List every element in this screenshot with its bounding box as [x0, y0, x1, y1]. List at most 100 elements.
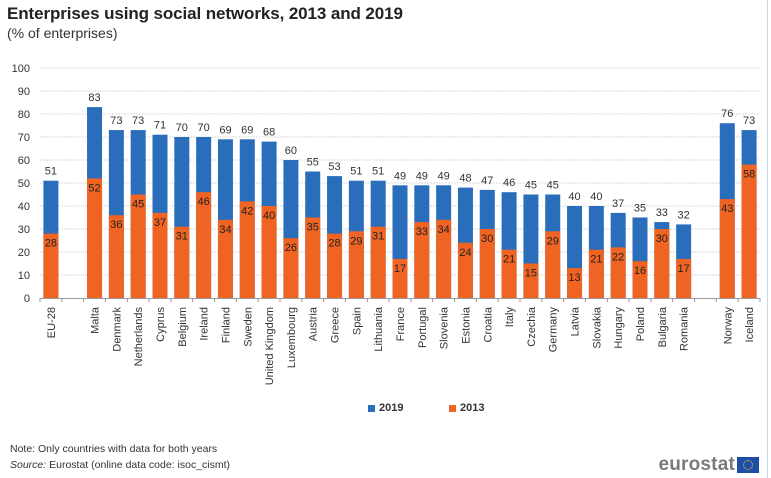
data-label-2013: 31 — [176, 231, 188, 243]
data-label-2019: 46 — [503, 177, 515, 189]
x-tick-label: France — [395, 307, 407, 341]
data-label-2013: 28 — [45, 238, 57, 250]
bar-2013 — [130, 194, 146, 298]
bar-2013 — [392, 258, 408, 298]
logo-text: eurostat — [658, 454, 735, 475]
data-label-2019: 51 — [350, 166, 362, 178]
data-label-2013: 31 — [372, 231, 384, 243]
data-label-2013: 40 — [263, 210, 275, 222]
x-tick-label: Estonia — [460, 306, 472, 344]
data-label-2013: 24 — [459, 247, 471, 259]
y-tick-label: 80 — [18, 109, 30, 121]
data-label-2019: 70 — [198, 122, 210, 134]
data-label-2013: 26 — [285, 242, 297, 254]
data-label-2019: 49 — [416, 170, 428, 182]
x-tick-label: Germany — [548, 307, 560, 353]
legend-swatch-2013 — [449, 404, 456, 412]
data-label-2013: 22 — [612, 251, 624, 263]
x-tick-label: Italy — [504, 307, 516, 328]
x-tick-label: Croatia — [482, 306, 494, 342]
data-label-2013: 42 — [241, 205, 253, 217]
y-tick-label: 20 — [18, 247, 30, 259]
y-tick-label: 10 — [18, 270, 30, 282]
bar-2013 — [610, 247, 626, 298]
data-label-2019: 68 — [263, 127, 275, 139]
eu-flag-icon — [737, 457, 759, 473]
bar-2013 — [545, 231, 561, 298]
data-label-2019: 33 — [656, 207, 668, 219]
x-tick-label: United Kingdom — [264, 307, 276, 385]
data-label-2013: 17 — [394, 263, 406, 275]
data-label-2013: 43 — [721, 203, 733, 215]
data-label-2013: 21 — [503, 254, 515, 266]
bars — [43, 107, 757, 298]
bar-2013 — [523, 263, 539, 298]
data-label-2019: 45 — [525, 180, 537, 192]
x-tick-label: Bulgaria — [657, 306, 669, 347]
data-label-2019: 53 — [328, 161, 340, 173]
x-tick-label: Ireland — [199, 307, 211, 341]
data-label-2013: 36 — [110, 219, 122, 231]
x-tick-label: Malta — [90, 306, 102, 334]
data-label-2019: 73 — [132, 115, 144, 127]
data-label-2013: 45 — [132, 199, 144, 211]
y-axis-ticks: 0 10 20 30 40 50 60 70 80 90 100 — [12, 63, 30, 305]
data-label-2019: 55 — [307, 157, 319, 169]
chart-title: Enterprises using social networks, 2013 … — [7, 4, 403, 23]
footnote: Note: Only countries with data for both … — [10, 443, 218, 455]
data-label-2019: 76 — [721, 108, 733, 120]
legend-label-2013: 2013 — [460, 402, 485, 414]
data-label-2019: 37 — [612, 198, 624, 210]
bar-2013 — [588, 249, 604, 298]
data-label-2013: 29 — [547, 235, 559, 247]
data-label-2019: 49 — [438, 170, 450, 182]
y-tick-label: 0 — [24, 293, 30, 305]
data-label-2013: 13 — [568, 272, 580, 284]
x-tick-label: Latvia — [570, 306, 582, 336]
data-label-2013: 21 — [590, 254, 602, 266]
data-label-2013: 16 — [634, 265, 646, 277]
data-labels: 51 28 83 52 73 36 73 45 71 37 70 31 70 46 69 34 69 42 68 40… — [45, 92, 755, 284]
data-label-2019: 73 — [743, 115, 755, 127]
data-label-2013: 28 — [328, 238, 340, 250]
x-tick-label: Luxembourg — [286, 307, 298, 368]
y-tick-label: 60 — [18, 155, 30, 167]
bar-2013 — [414, 222, 430, 298]
x-tick-label: Iceland — [744, 307, 756, 342]
bar-2013 — [719, 199, 735, 298]
x-tick-label: Finland — [220, 307, 232, 343]
bar-2013 — [654, 229, 670, 298]
data-label-2019: 60 — [285, 145, 297, 157]
bar-2013 — [632, 261, 648, 298]
x-tick-label: Portugal — [417, 307, 429, 348]
x-tick-label: Spain — [351, 307, 363, 335]
bar-2013 — [108, 215, 124, 298]
x-axis: EU-28 Malta Denmark Netherlands Cyprus Belgiu… — [39, 298, 761, 385]
x-tick-label: Poland — [635, 307, 647, 341]
y-tick-label: 40 — [18, 201, 30, 213]
x-tick-label: Czechia — [526, 306, 538, 347]
bar-2013 — [348, 231, 364, 298]
data-label-2019: 40 — [568, 191, 580, 203]
x-tick-label: Denmark — [111, 307, 123, 352]
legend-label-2019: 2019 — [379, 402, 404, 414]
bar-2013 — [457, 242, 473, 298]
data-label-2013: 35 — [307, 222, 319, 234]
data-label-2019: 32 — [678, 209, 690, 221]
bar-2013 — [261, 206, 277, 298]
data-label-2013: 46 — [198, 196, 210, 208]
legend-item-2019: 2019 — [368, 402, 403, 414]
data-label-2013: 15 — [525, 268, 537, 280]
data-label-2013: 37 — [154, 217, 166, 229]
bar-2013 — [305, 217, 321, 298]
y-tick-label: 90 — [18, 86, 30, 98]
data-label-2019: 48 — [459, 173, 471, 185]
x-tick-label: Slovakia — [591, 306, 603, 348]
source-note: Source: Eurostat (online data code: isoc… — [10, 459, 230, 471]
bar-2013 — [43, 233, 59, 298]
data-label-2019: 70 — [176, 122, 188, 134]
y-tick-label: 30 — [18, 224, 30, 236]
data-label-2019: 69 — [241, 124, 253, 136]
data-label-2019: 83 — [88, 92, 100, 104]
frame-border — [767, 0, 768, 478]
